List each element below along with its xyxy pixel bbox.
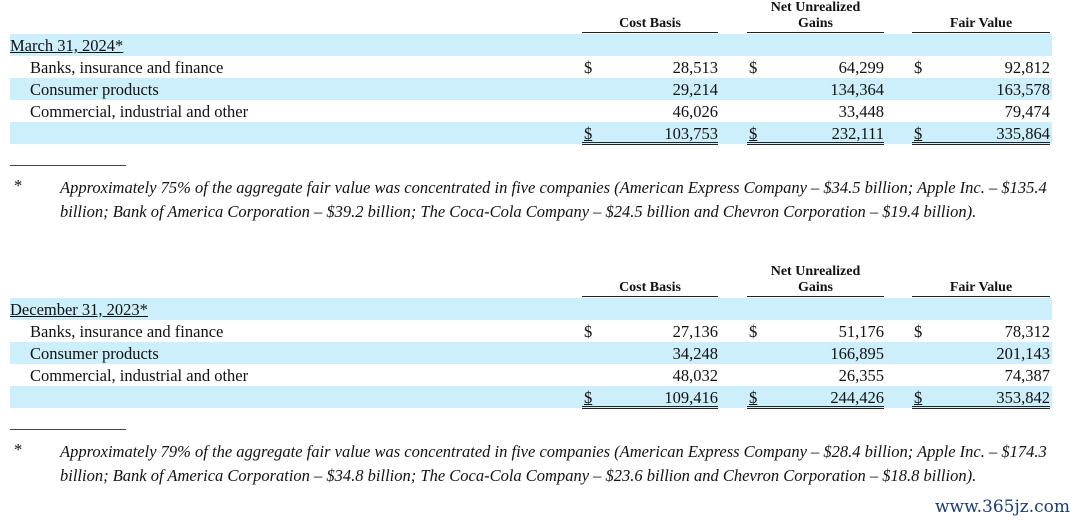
table-row: Banks, insurance and finance $27,136 $51,1…: [10, 320, 1052, 342]
total-double-rule: [747, 122, 884, 145]
currency-symbol: $: [914, 58, 923, 77]
header-fair-value: Fair Value: [949, 16, 1013, 31]
total-double-rule: [747, 386, 884, 409]
header-rule: [747, 32, 884, 33]
header-rule: [582, 32, 718, 33]
fair-value: 92,812: [1004, 58, 1050, 77]
total-gains-value: 232,111: [831, 124, 884, 143]
holdings-table-0: Cost Basis Net Unrealized Gains Fair Value M…: [0, 0, 1080, 260]
row-label: Consumer products: [30, 80, 159, 99]
header-gains: Net Unrealized Gains: [747, 264, 884, 296]
gains-value: 64,299: [838, 58, 884, 77]
header-gains-line1: Net Unrealized: [770, 264, 861, 279]
fair-value: 163,578: [996, 80, 1050, 99]
header-cost-basis: Cost Basis: [619, 16, 681, 31]
currency-symbol: $: [584, 322, 593, 341]
table-row: Commercial, industrial and other 48,032 26…: [10, 364, 1052, 386]
period-label: December 31, 2023*: [10, 300, 148, 319]
row-label: Commercial, industrial and other: [30, 366, 249, 385]
table-row: Banks, insurance and finance $28,513 $64,2…: [10, 56, 1052, 78]
gains-value: 26,355: [838, 366, 884, 385]
footnote-text: Approximately 75% of the aggregate fair …: [60, 178, 1047, 221]
header-gains: Net Unrealized Gains: [747, 0, 884, 32]
header-rule: [747, 296, 884, 297]
footnote-marker: *: [14, 440, 23, 459]
table-row: Commercial, industrial and other 46,026 33…: [10, 100, 1052, 122]
header-cost-basis: Cost Basis: [619, 280, 681, 295]
cost-value: 46,026: [672, 102, 718, 121]
table-row: Consumer products 29,214 134,364 163,578: [10, 78, 1052, 100]
header-rule: [912, 296, 1050, 297]
cost-value: 34,248: [672, 344, 718, 363]
row-label: Commercial, industrial and other: [30, 102, 249, 121]
currency-symbol: $: [914, 388, 923, 407]
header-gains-line1: Net Unrealized: [770, 0, 861, 15]
header-gains-line2: Gains: [797, 280, 833, 295]
header-gains-line2: Gains: [797, 16, 833, 31]
total-fair-value: 353,842: [996, 388, 1050, 407]
currency-symbol: $: [749, 124, 758, 143]
holdings-table-1: Cost Basis Net Unrealized Gains Fair Value D…: [0, 264, 1080, 524]
total-row: $109,416 $244,426 $353,842: [10, 386, 1052, 409]
currency-symbol: $: [584, 58, 593, 77]
total-cost-value: 109,416: [664, 388, 718, 407]
gains-value: 51,176: [838, 322, 884, 341]
fair-value: 79,474: [1004, 102, 1050, 121]
gains-value: 33,448: [838, 102, 884, 121]
fair-value: 78,312: [1004, 322, 1050, 341]
total-double-rule: [912, 122, 1050, 145]
footnote-marker: *: [14, 176, 23, 195]
total-double-rule: [912, 386, 1050, 409]
total-double-rule: [582, 122, 718, 145]
table-row: Consumer products 34,248 166,895 201,143: [10, 342, 1052, 364]
period-label: March 31, 2024*: [10, 36, 124, 55]
header-fair-value: Fair Value: [949, 280, 1013, 295]
currency-symbol: $: [749, 388, 758, 407]
row-label: Banks, insurance and finance: [30, 58, 224, 77]
currency-symbol: $: [749, 322, 758, 341]
total-cost-value: 103,753: [664, 124, 718, 143]
footnote-rule: [10, 429, 126, 430]
cost-value: 29,214: [672, 80, 718, 99]
total-gains-value: 244,426: [830, 388, 884, 407]
cost-value: 48,032: [672, 366, 718, 385]
row-label: Banks, insurance and finance: [30, 322, 224, 341]
fair-value: 201,143: [996, 344, 1050, 363]
currency-symbol: $: [749, 58, 758, 77]
gains-value: 134,364: [830, 80, 884, 99]
currency-symbol: $: [584, 388, 593, 407]
currency-symbol: $: [584, 124, 593, 143]
currency-symbol: $: [914, 124, 923, 143]
header-rule: [912, 32, 1050, 33]
cost-value: 27,136: [672, 322, 718, 341]
total-double-rule: [582, 386, 718, 409]
footnote-rule: [10, 165, 126, 166]
fair-value: 74,387: [1004, 366, 1050, 385]
currency-symbol: $: [914, 322, 923, 341]
footnote-text: Approximately 79% of the aggregate fair …: [60, 442, 1047, 485]
total-row: $103,753 $232,111 $335,864: [10, 122, 1052, 145]
period-row: December 31, 2023*: [10, 298, 1052, 320]
row-label: Consumer products: [30, 344, 159, 363]
cost-value: 28,513: [672, 58, 718, 77]
watermark: www.365jz.com: [935, 497, 1070, 517]
period-row: March 31, 2024*: [10, 34, 1052, 56]
header-rule: [582, 296, 718, 297]
total-fair-value: 335,864: [996, 124, 1050, 143]
gains-value: 166,895: [830, 344, 884, 363]
